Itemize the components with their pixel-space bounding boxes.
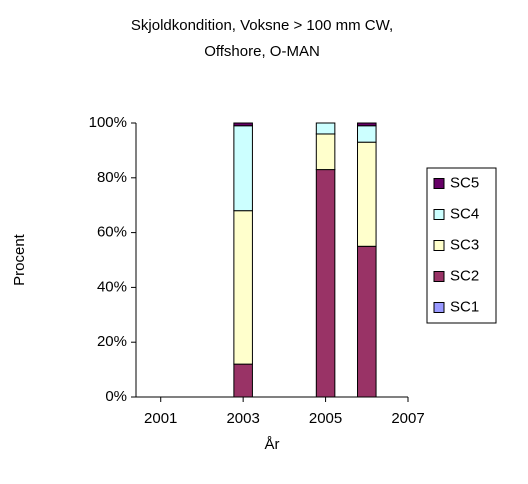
x-axis-label: År — [265, 436, 280, 453]
x-tick-label: 2003 — [226, 410, 259, 427]
y-tick-label: 0% — [105, 388, 127, 405]
legend-label: SC2 — [450, 267, 479, 284]
y-tick-label: 40% — [97, 278, 127, 295]
bar-segment — [357, 125, 377, 143]
chart-title: Skjoldkondition, Voksne > 100 mm CW, — [131, 17, 393, 34]
bar-segment — [233, 210, 253, 365]
bar-segment — [315, 133, 336, 171]
legend-swatch — [433, 240, 445, 251]
bar-segment — [233, 125, 253, 212]
bar-segment — [233, 122, 253, 127]
y-tick-label: 20% — [97, 333, 127, 350]
bar-segment — [357, 141, 377, 247]
x-tick-label: 2001 — [144, 410, 177, 427]
legend-swatch — [433, 209, 445, 220]
legend-label: SC3 — [450, 236, 479, 253]
x-tick-label: 2007 — [391, 410, 424, 427]
legend-swatch — [433, 178, 445, 189]
bar-segment — [315, 169, 336, 398]
legend-swatch — [433, 302, 445, 313]
legend-label: SC5 — [450, 174, 479, 191]
bar-segment — [233, 363, 253, 398]
y-tick-label: 60% — [97, 224, 127, 241]
y-tick-label: 80% — [97, 169, 127, 186]
y-tick-label: 100% — [89, 114, 127, 131]
bar-segment — [357, 122, 377, 127]
bar-segment — [357, 245, 377, 398]
legend-swatch — [433, 271, 445, 282]
bar-segment — [315, 122, 336, 135]
chart-title: Offshore, O-MAN — [204, 43, 320, 60]
x-tick-label: 2005 — [309, 410, 342, 427]
legend-label: SC1 — [450, 298, 479, 315]
y-axis-label: Procent — [11, 233, 28, 286]
legend-label: SC4 — [450, 205, 479, 222]
